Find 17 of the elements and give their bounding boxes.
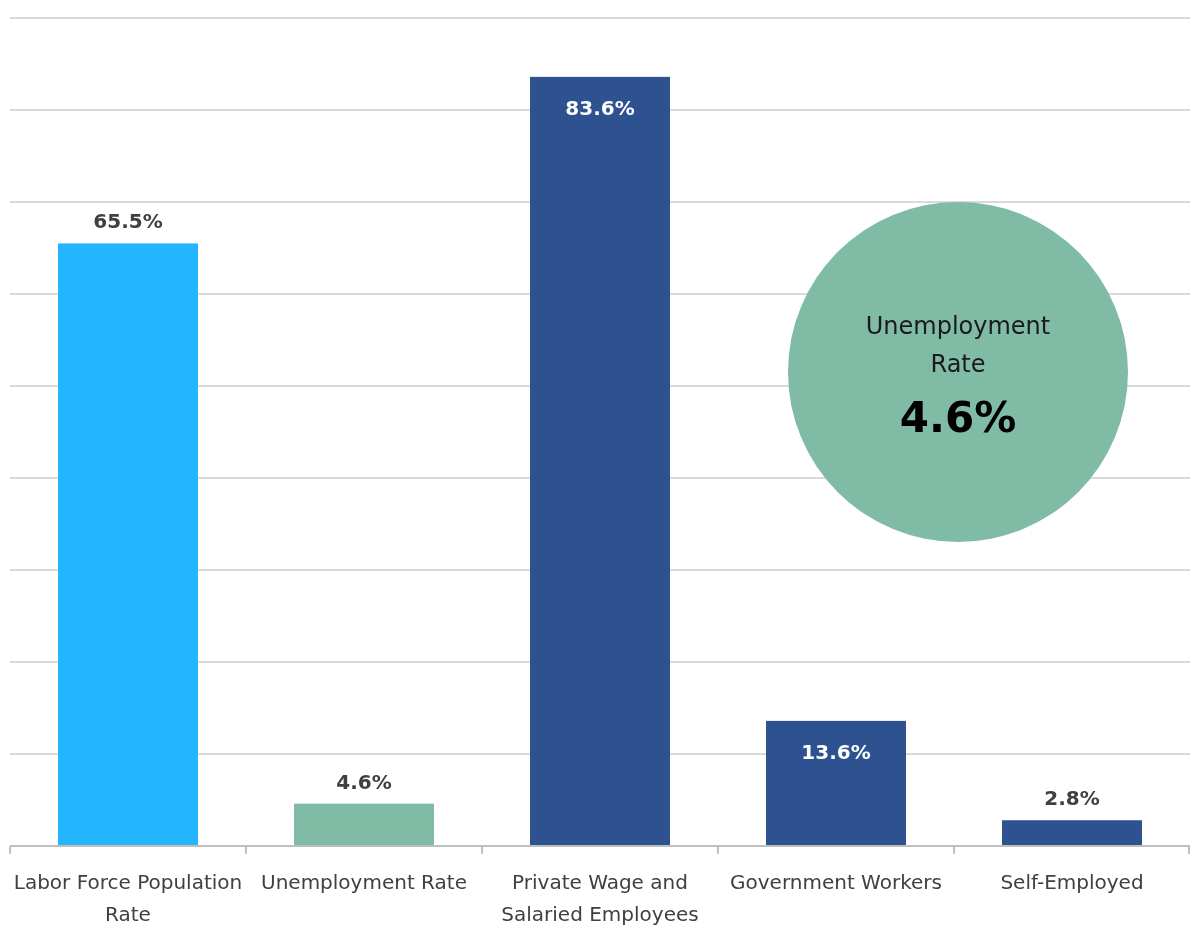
annotation: Unemployment Rate: [865, 312, 1051, 378]
bar: [294, 803, 434, 846]
x-tick-label: Government Workers: [730, 870, 942, 894]
x-tick-label: Unemployment Rate: [261, 870, 467, 894]
bar: [1002, 820, 1142, 846]
annotation: 4.6%: [899, 393, 1017, 442]
bar: [766, 720, 906, 846]
data-label: 2.8%: [1044, 786, 1100, 811]
x-tick-label: Self-Employed: [1000, 870, 1144, 894]
x-tick-label: Private Wage and Salaried Employees: [501, 870, 699, 926]
data-label: 4.6%: [336, 769, 392, 794]
x-tick-label: Labor Force Population Rate: [13, 870, 243, 926]
data-label: 83.6%: [565, 95, 635, 120]
bar: [58, 243, 198, 846]
data-label: 13.6%: [801, 739, 871, 764]
data-label: 65.5%: [93, 209, 163, 234]
bar: [530, 76, 670, 846]
